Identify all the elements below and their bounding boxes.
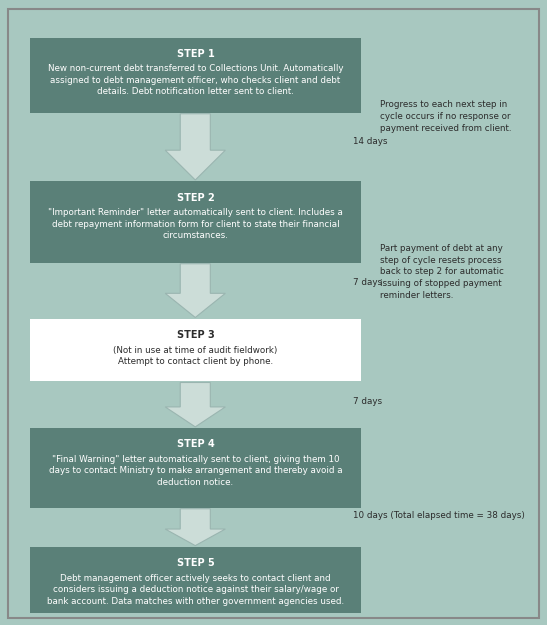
Polygon shape (165, 509, 225, 546)
Text: 7 days: 7 days (353, 278, 382, 287)
Text: "Important Reminder" letter automatically sent to client. Includes a
debt repaym: "Important Reminder" letter automaticall… (48, 208, 343, 240)
Text: (Not in use at time of audit fieldwork)
Attempt to contact client by phone.: (Not in use at time of audit fieldwork) … (113, 346, 278, 366)
Polygon shape (165, 382, 225, 427)
Bar (30, 38, 361, 112)
Bar (30, 547, 361, 612)
Text: Progress to each next step in
cycle occurs if no response or
payment received fr: Progress to each next step in cycle occu… (380, 100, 511, 132)
Text: 10 days (Total elapsed time = 38 days): 10 days (Total elapsed time = 38 days) (353, 511, 525, 520)
Text: STEP 2: STEP 2 (177, 192, 214, 202)
Text: 14 days: 14 days (353, 138, 387, 146)
Bar (30, 319, 361, 381)
Polygon shape (165, 264, 225, 318)
Text: STEP 1: STEP 1 (177, 49, 214, 59)
Polygon shape (165, 114, 225, 180)
Text: STEP 5: STEP 5 (177, 558, 214, 568)
Text: New non-current debt transferred to Collections Unit. Automatically
assigned to : New non-current debt transferred to Coll… (48, 64, 344, 96)
Text: STEP 4: STEP 4 (177, 439, 214, 449)
Bar (30, 181, 361, 262)
Text: Debt management officer actively seeks to contact client and
considers issuing a: Debt management officer actively seeks t… (47, 574, 344, 606)
Text: Part payment of debt at any
step of cycle resets process
back to step 2 for auto: Part payment of debt at any step of cycl… (380, 244, 504, 300)
Text: "Final Warning" letter automatically sent to client, giving them 10
days to cont: "Final Warning" letter automatically sen… (49, 455, 342, 487)
Text: 7 days: 7 days (353, 397, 382, 406)
Text: STEP 3: STEP 3 (177, 330, 214, 340)
Bar (30, 428, 361, 508)
